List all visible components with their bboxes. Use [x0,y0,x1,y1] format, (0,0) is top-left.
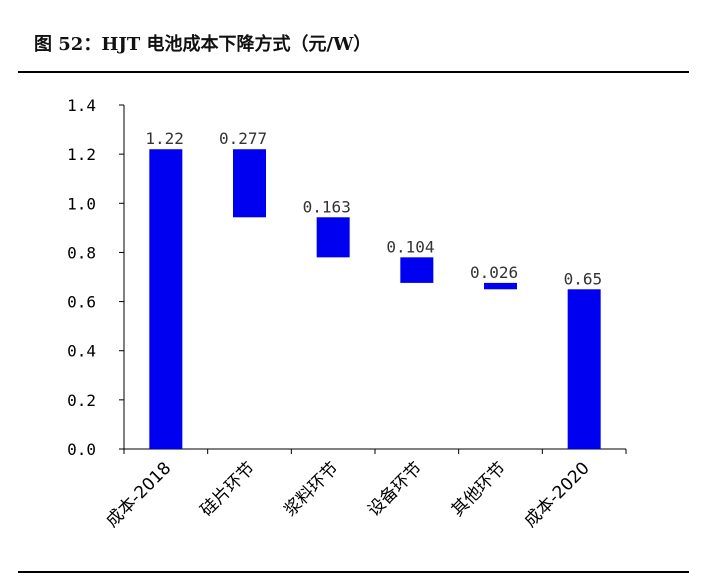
data-label: 0.163 [303,197,351,216]
y-tick-label: 0.4 [67,342,96,361]
bar-6 [567,289,601,449]
category-label: 设备环节 [364,458,426,520]
y-tick-label: 0.6 [67,293,96,312]
data-label: 0.277 [219,129,267,148]
chart-bars [149,149,601,449]
chart-data-labels: 1.22 0.277 0.163 0.104 0.026 0.65 [145,129,602,288]
bottom-rule [18,571,689,573]
y-tick-label: 1.4 [67,96,96,115]
category-label: 其他环节 [448,458,510,520]
y-tick-label: 1.0 [67,194,96,213]
y-tick-label: 1.2 [67,145,96,164]
data-label: 0.104 [386,237,434,256]
bar-4 [400,257,434,283]
top-rule [18,71,689,73]
data-label: 0.026 [470,263,518,282]
data-label: 0.65 [564,269,603,288]
y-tick-label: 0.2 [67,391,96,410]
chart-axes: 0.0 0.2 0.4 0.6 0.8 1.0 1.2 1.4 [67,96,627,459]
bar-3 [316,217,350,258]
category-label: 浆料环节 [280,458,342,520]
category-label: 成本-2020 [521,458,594,531]
bar-5 [484,282,517,290]
chart-category-labels: 成本-2018 硅片环节 浆料环节 设备环节 其他环节 成本-2020 [102,458,593,531]
y-tick-label: 0.8 [67,243,96,262]
data-label: 1.22 [145,129,184,148]
bar-2 [233,149,266,218]
bar-1 [149,149,183,449]
y-tick-label: 0.0 [67,440,96,459]
category-label: 硅片环节 [197,458,259,520]
figure-title: 图 52：HJT 电池成本下降方式（元/W） [34,34,372,55]
category-label: 成本-2018 [102,458,175,531]
